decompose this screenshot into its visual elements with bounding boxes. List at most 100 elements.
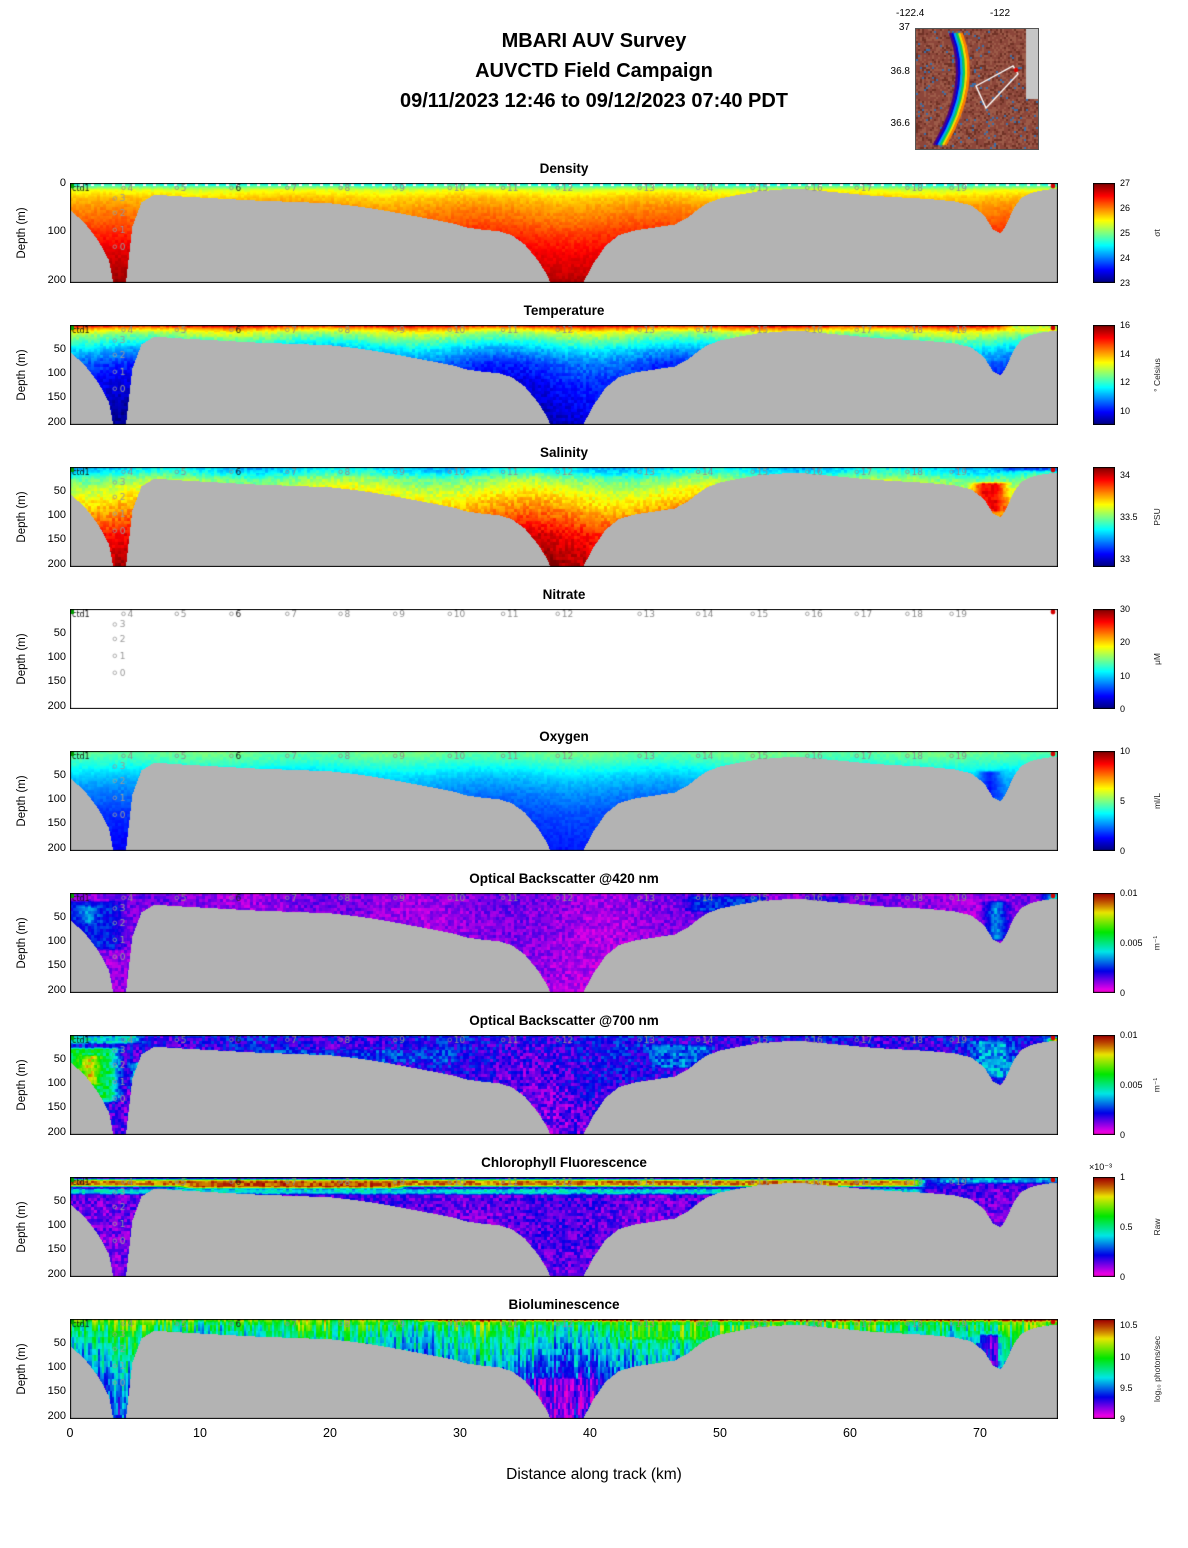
y-tick-label: 50 [53, 911, 66, 924]
heatmap-canvas [70, 893, 1058, 993]
map-x-tick: -122.4 [896, 8, 925, 19]
y-tick-label: 200 [47, 415, 66, 428]
panel-title: Temperature [523, 303, 605, 318]
colorbar-tick-label: 26 [1120, 203, 1131, 213]
panel-nitrate: Nitrate Depth (m) 50 100 150 200 30 20 10 0 μM [0, 585, 1188, 723]
y-tick-label: 150 [47, 1385, 66, 1398]
colorbar-unit-label: PSU [1152, 508, 1162, 526]
y-tick-label: 200 [47, 557, 66, 570]
colorbar-tick-label: 0 [1120, 1272, 1126, 1282]
x-tick-label: 10 [193, 1426, 207, 1440]
y-axis-label: Depth (m) [16, 633, 28, 685]
colorbar-tick-label: 0.01 [1120, 1030, 1138, 1040]
map-y-tick: 36.6 [890, 118, 910, 129]
colorbar-tick-label: 20 [1120, 637, 1131, 648]
y-axis-label: Depth (m) [16, 207, 28, 259]
colorbar-tick-label: 33.5 [1120, 512, 1138, 522]
colorbar-canvas [1093, 183, 1115, 283]
colorbar-tick-label: 33 [1120, 553, 1131, 564]
y-axis-label: Depth (m) [16, 917, 28, 969]
y-tick-label: 150 [47, 391, 66, 404]
colorbar-tick-label: 10 [1120, 405, 1131, 416]
colorbar-tick-label: 12 [1120, 377, 1131, 388]
colorbar-tick-label: 10 [1120, 1351, 1131, 1362]
colorbar-unit-label: log₁₀ photons/sec [1152, 1336, 1162, 1402]
heatmap-canvas [70, 751, 1058, 851]
panel-title: Chlorophyll Fluorescence [481, 1155, 647, 1170]
colorbar-unit-label: ml/L [1152, 792, 1162, 810]
colorbar-canvas [1093, 751, 1115, 851]
colorbar-canvas [1093, 609, 1115, 709]
y-tick-label: 0 [59, 177, 66, 189]
colorbar-tick-label: 0.005 [1120, 1080, 1143, 1090]
y-tick-label: 200 [47, 1409, 66, 1422]
panel-temperature: Temperature Depth (m) 50 100 150 200 16 14 12 10 °… [0, 301, 1188, 439]
panel-salinity: Salinity Depth (m) 50 100 150 200 34 33.5 33 PSU [0, 443, 1188, 581]
heatmap-canvas [70, 609, 1058, 709]
map-y-tick: 36.8 [890, 66, 910, 77]
panel-chlorophyll-fluorescence: Chlorophyll Fluorescence Depth (m) 50 100 15… [0, 1153, 1188, 1291]
heatmap-canvas [70, 467, 1058, 567]
panel-optical-backscatter-700-nm: Optical Backscatter @700 nm Depth (m) 50 10… [0, 1011, 1188, 1149]
panel-title: Optical Backscatter @700 nm [469, 1013, 659, 1028]
panel-title: Density [539, 161, 589, 176]
colorbar-tick-label: 1 [1120, 1172, 1126, 1182]
heatmap-canvas [70, 1319, 1058, 1419]
x-tick-label: 30 [453, 1426, 467, 1440]
colorbar-unit-label: ° Celsius [1152, 358, 1162, 392]
colorbar-tick-label: 25 [1120, 228, 1131, 238]
map-canvas [915, 28, 1039, 150]
colorbar-tick-label: 24 [1120, 253, 1131, 263]
colorbar-canvas [1093, 467, 1115, 567]
panel-oxygen: Oxygen Depth (m) 50 100 150 200 10 5 0 ml/L [0, 727, 1188, 865]
heatmap-canvas [70, 1177, 1058, 1277]
colorbar-canvas [1093, 1035, 1115, 1135]
y-tick-label: 50 [53, 485, 66, 498]
title-line-3: 09/11/2023 12:46 to 09/12/2023 07:40 PDT [399, 90, 789, 112]
y-tick-label: 200 [47, 983, 66, 996]
map-inset [915, 28, 1039, 150]
panel-title: Optical Backscatter @420 nm [469, 871, 659, 886]
x-tick-label: 60 [843, 1426, 857, 1440]
colorbar-tick-label: 9 [1120, 1414, 1126, 1424]
y-tick-label: 150 [47, 675, 66, 688]
y-tick-label: 50 [53, 1195, 66, 1208]
y-tick-label: 100 [47, 1219, 66, 1232]
colorbar-unit-label: Raw [1152, 1218, 1162, 1236]
y-axis-label: Depth (m) [16, 1059, 28, 1111]
colorbar-tick-label: 10 [1120, 670, 1131, 681]
colorbar-tick-label: 5 [1120, 796, 1126, 806]
colorbar-tick-label: 23 [1120, 278, 1131, 288]
panel-title: Nitrate [542, 587, 586, 602]
colorbar-tick-label: 16 [1120, 320, 1131, 330]
colorbar-canvas [1093, 1177, 1115, 1277]
heatmap-canvas [70, 183, 1058, 283]
y-tick-label: 100 [47, 1077, 66, 1090]
title-line-2: AUVCTD Field Campaign [475, 60, 713, 82]
colorbar-tick-label: 0.005 [1120, 938, 1143, 948]
y-tick-label: 50 [53, 769, 66, 782]
map-y-tick: 37 [898, 22, 910, 33]
x-tick-label: 70 [973, 1426, 987, 1440]
colorbar-unit-label: μM [1152, 653, 1162, 665]
colorbar-tick-label: 9.5 [1120, 1382, 1133, 1393]
y-tick-label: 150 [47, 1243, 66, 1256]
colorbar-tick-label: 27 [1120, 178, 1131, 188]
colorbar-canvas [1093, 1319, 1115, 1419]
y-tick-label: 100 [47, 367, 66, 380]
x-tick-label: 20 [323, 1426, 337, 1440]
title-line-1: MBARI AUV Survey [501, 30, 687, 52]
y-axis-label: Depth (m) [16, 491, 28, 543]
colorbar-tick-label: 14 [1120, 348, 1131, 359]
panel-density: Density Depth (m) 0 100 200 27 26 25 24 23 σt [0, 159, 1188, 297]
heatmap-canvas [70, 325, 1058, 425]
y-tick-label: 100 [47, 509, 66, 522]
y-tick-label: 150 [47, 817, 66, 830]
colorbar-canvas [1093, 893, 1115, 993]
y-tick-label: 200 [47, 1125, 66, 1138]
colorbar-canvas [1093, 325, 1115, 425]
y-tick-label: 100 [47, 935, 66, 948]
x-tick-label: 50 [713, 1426, 727, 1440]
colorbar-tick-label: 0.5 [1120, 1222, 1133, 1232]
